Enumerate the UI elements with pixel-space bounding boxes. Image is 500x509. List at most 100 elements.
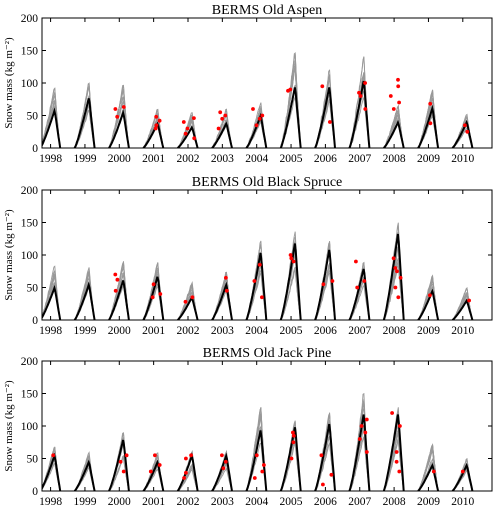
ensemble-line xyxy=(280,269,302,320)
observed-point xyxy=(51,453,56,458)
observed-point xyxy=(388,94,393,98)
panel-old-jack-pine: BERMS Old Jack Pine Snow mass (kg m⁻²) 0… xyxy=(3,346,493,508)
observed-point xyxy=(254,123,259,128)
x-tick-label: 2007 xyxy=(348,496,371,508)
observed-point xyxy=(364,417,369,422)
plot-frame xyxy=(41,360,493,492)
observed-point xyxy=(363,107,368,111)
y-tick-label: 200 xyxy=(21,356,39,368)
x-tick-label: 1999 xyxy=(73,153,96,165)
y-tick-label: 200 xyxy=(21,185,39,197)
model-line xyxy=(314,87,336,148)
observed-point xyxy=(354,259,358,264)
observed-point xyxy=(254,453,259,458)
observed-point xyxy=(289,456,294,461)
observed-point xyxy=(398,424,402,428)
x-tick-label: 2000 xyxy=(108,496,131,508)
observed-point xyxy=(329,472,334,477)
ensemble-line xyxy=(211,108,233,148)
x-tick-label: 1999 xyxy=(73,325,96,337)
observed-point xyxy=(428,293,432,298)
observed-point xyxy=(391,256,396,261)
panel-title: BERMS Old Aspen xyxy=(212,3,322,18)
observed-point xyxy=(291,259,296,264)
ensemble-line xyxy=(177,284,199,320)
model-line xyxy=(73,98,96,148)
observed-point xyxy=(154,114,159,119)
x-tick-label: 2001 xyxy=(142,496,165,508)
observed-point xyxy=(460,469,465,474)
model-line xyxy=(73,459,96,491)
x-tick-label: 2010 xyxy=(451,325,474,337)
y-tick-label: 0 xyxy=(32,315,38,327)
y-tick-label: 150 xyxy=(21,218,39,230)
observed-point xyxy=(151,282,156,287)
observed-point xyxy=(393,285,398,290)
observed-point xyxy=(357,437,362,441)
x-tick-label: 2003 xyxy=(211,496,234,508)
observed-point xyxy=(428,101,433,106)
observed-point xyxy=(286,88,290,93)
observed-point xyxy=(395,269,399,274)
observed-point xyxy=(321,482,325,487)
observed-point xyxy=(260,295,264,300)
observed-point xyxy=(363,430,368,435)
plot-area xyxy=(42,392,474,491)
observed-point xyxy=(359,424,364,428)
y-axis-label: Snow mass (kg m⁻²) xyxy=(3,209,15,301)
observed-point xyxy=(257,116,262,121)
model-line xyxy=(279,427,302,491)
model-line xyxy=(417,462,440,491)
x-tick-label: 2005 xyxy=(280,325,303,337)
x-tick-label: 2000 xyxy=(108,325,131,337)
observed-point xyxy=(190,295,195,300)
observed-point xyxy=(291,430,295,435)
observed-point xyxy=(115,114,120,119)
x-tick-label: 2002 xyxy=(176,153,199,165)
model-line xyxy=(417,288,440,320)
y-tick-label: 200 xyxy=(21,13,39,25)
x-tick-label: 2010 xyxy=(451,153,474,165)
observed-point xyxy=(183,131,188,136)
y-axis-label: Snow mass (kg m⁻²) xyxy=(3,380,15,472)
model-line xyxy=(451,462,474,491)
y-tick-label: 0 xyxy=(32,486,38,498)
panel-old-black-spruce: BERMS Old Black Spruce Snow mass (kg m⁻²… xyxy=(3,175,493,337)
observed-point xyxy=(357,90,361,95)
model-line xyxy=(314,423,336,491)
model-line xyxy=(417,104,440,148)
observed-point xyxy=(397,469,402,474)
model-line xyxy=(382,233,405,320)
plot-frame xyxy=(41,189,493,321)
x-tick-label: 2007 xyxy=(348,325,371,337)
ensemble-line xyxy=(348,284,370,320)
observed-point xyxy=(184,470,188,475)
observed-point xyxy=(364,450,369,454)
model-line xyxy=(314,249,336,320)
observed-point xyxy=(467,298,471,303)
observed-point xyxy=(121,469,126,474)
ensemble-line xyxy=(383,104,405,148)
ensemble-line xyxy=(417,450,439,491)
x-tick-label: 2006 xyxy=(314,496,337,508)
observed-point xyxy=(221,466,226,471)
observed-point xyxy=(398,275,403,280)
x-tick-label: 2001 xyxy=(142,325,165,337)
observed-point xyxy=(115,277,120,282)
observed-point xyxy=(154,123,159,128)
observed-point xyxy=(291,440,296,445)
observed-point xyxy=(330,279,335,283)
observed-point xyxy=(390,411,394,415)
panel-title: BERMS Old Black Spruce xyxy=(192,175,343,190)
model-line xyxy=(42,284,62,320)
observed-point xyxy=(319,453,324,458)
plot-area xyxy=(42,222,474,320)
observed-point xyxy=(291,433,296,438)
observed-point xyxy=(224,275,228,280)
x-tick-label: 2003 xyxy=(211,325,234,337)
y-tick-label: 150 xyxy=(21,389,39,401)
observed-point xyxy=(183,299,188,304)
observed-point xyxy=(157,118,162,123)
x-tick-label: 2004 xyxy=(245,153,268,165)
